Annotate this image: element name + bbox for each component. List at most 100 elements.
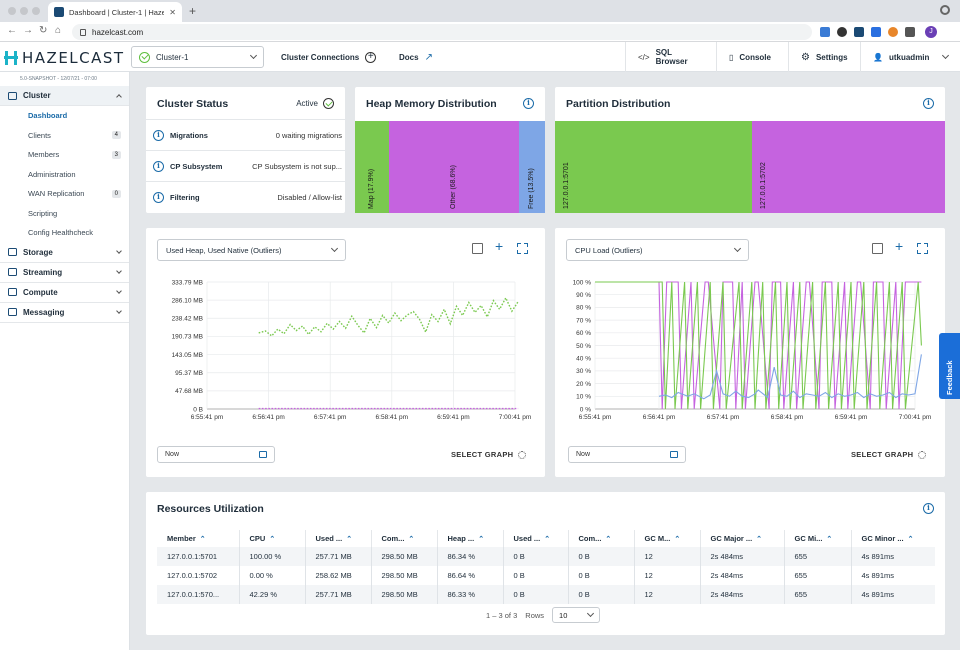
column-header[interactable]: GC Minor ... ⌃: [851, 530, 935, 547]
table-row[interactable]: 127.0.0.1:570... 42.29 % 257.71 MB 298.50 M…: [157, 585, 935, 604]
column-header[interactable]: Com... ⌃: [371, 530, 438, 547]
add-icon[interactable]: +: [495, 238, 504, 254]
graph-metric-select[interactable]: CPU Load (Outliers): [566, 239, 749, 261]
column-header[interactable]: Used ... ⌃: [503, 530, 569, 547]
hazelcast-logo[interactable]: HAZELCAST: [4, 49, 125, 67]
column-header[interactable]: CPU ⌃: [239, 530, 306, 547]
tab-close-icon[interactable]: ✕: [169, 7, 176, 17]
browser-menu-icon[interactable]: [940, 5, 950, 15]
column-header[interactable]: Member ⌃: [157, 530, 240, 547]
home-icon[interactable]: ⌂: [55, 25, 62, 36]
sort-asc-icon: ⌃: [408, 536, 415, 543]
y-tick-label: 238.42 MB: [172, 316, 203, 323]
docs-link[interactable]: Docs ↗: [399, 42, 433, 72]
column-header-label: Com...: [381, 534, 405, 543]
select-graph-button[interactable]: SELECT GRAPH: [851, 450, 927, 459]
table-row[interactable]: 127.0.0.1:5702 0.00 % 258.62 MB 298.50 MB 86…: [157, 566, 935, 585]
heap-memory-card: Heap Memory Distribution i Map (17.9%) Ot…: [355, 87, 545, 213]
settings-button[interactable]: ⚙ Settings: [788, 42, 860, 72]
sidebar-section-cluster[interactable]: Cluster: [0, 86, 129, 106]
edit-icon[interactable]: [872, 243, 883, 254]
extension-icon[interactable]: [854, 27, 864, 37]
sidebar-item-wan-replication[interactable]: WAN Replication 0: [0, 184, 129, 204]
x-tick-label: 6:56:41 pm: [643, 414, 676, 421]
sort-asc-icon: ⌃: [605, 536, 612, 543]
time-picker-input[interactable]: Now: [157, 446, 275, 463]
url-field[interactable]: hazelcast.com: [72, 24, 812, 40]
version-label: 5.0-SNAPSHOT - 12/07/21 - 07:00: [20, 76, 97, 82]
back-icon[interactable]: ←: [7, 25, 17, 36]
column-header[interactable]: GC Major ... ⌃: [700, 530, 785, 547]
table-row[interactable]: 127.0.0.1:5701 100.00 % 257.71 MB 298.50 MB…: [157, 547, 935, 566]
sidebar-item-dashboard[interactable]: Dashboard: [0, 106, 129, 126]
graph-metric-select[interactable]: Used Heap, Used Native (Outliers): [157, 239, 346, 261]
info-icon[interactable]: i: [523, 98, 534, 109]
info-icon[interactable]: i: [153, 160, 164, 172]
fullscreen-icon[interactable]: [517, 243, 528, 254]
cluster-selector[interactable]: Cluster-1: [131, 46, 264, 68]
info-icon[interactable]: i: [153, 129, 164, 141]
x-tick-label: 7:00:41 pm: [499, 414, 532, 421]
column-header[interactable]: Heap ... ⌃: [437, 530, 504, 547]
sidebar-section-compute[interactable]: Compute: [0, 283, 129, 303]
sidebar-item-members[interactable]: Members 3: [0, 145, 129, 165]
chevron-down-icon: [116, 288, 122, 294]
window-minimize-dot[interactable]: [20, 7, 28, 15]
info-icon[interactable]: i: [923, 503, 934, 514]
sidebar-section-label: Compute: [23, 287, 58, 297]
compute-icon: [8, 288, 17, 296]
profile-avatar[interactable]: J: [925, 26, 937, 38]
add-icon[interactable]: +: [895, 238, 904, 254]
y-tick-label: 333.79 MB: [172, 279, 203, 286]
column-header-label: Used ...: [513, 534, 541, 543]
sidebar-section-storage[interactable]: Storage: [0, 243, 129, 263]
column-header[interactable]: Used ... ⌃: [305, 530, 372, 547]
feedback-button[interactable]: Feedback: [939, 333, 960, 399]
table-cell: 298.50 MB: [371, 566, 438, 585]
cluster-connections-link[interactable]: Cluster Connections +: [281, 42, 377, 72]
user-menu[interactable]: 👤 utkuadmin: [860, 42, 960, 72]
window-close-dot[interactable]: [8, 7, 16, 15]
sidebar-item-config-healthcheck[interactable]: Config Healthcheck: [0, 223, 129, 243]
edit-icon[interactable]: [472, 243, 483, 254]
puzzle-icon[interactable]: [905, 27, 915, 37]
fullscreen-icon[interactable]: [917, 243, 928, 254]
reload-icon[interactable]: ↻: [39, 25, 48, 36]
chevron-down-icon: [941, 51, 950, 60]
time-picker-input[interactable]: Now: [568, 446, 686, 463]
extension-icon[interactable]: [871, 27, 881, 37]
sql-browser-button[interactable]: </> SQL Browser: [625, 42, 716, 72]
segment-label: Map (17.9%): [368, 168, 375, 209]
column-header[interactable]: GC M... ⌃: [634, 530, 701, 547]
calendar-icon: [670, 451, 678, 458]
console-button[interactable]: ▯ Console: [716, 42, 788, 72]
sidebar-section-streaming[interactable]: Streaming: [0, 263, 129, 283]
messaging-icon: [8, 308, 17, 316]
column-header[interactable]: Com... ⌃: [568, 530, 635, 547]
calendar-icon: [259, 451, 267, 458]
sidebar-item-administration[interactable]: Administration: [0, 165, 129, 185]
document-icon: ▯: [729, 52, 734, 62]
new-tab-icon[interactable]: +: [189, 4, 197, 18]
select-graph-button[interactable]: SELECT GRAPH: [451, 450, 527, 459]
x-tick-label: 6:59:41 pm: [437, 414, 470, 421]
column-header[interactable]: GC Mi... ⌃: [784, 530, 852, 547]
sidebar-section-messaging[interactable]: Messaging: [0, 303, 129, 323]
browser-tab[interactable]: Dashboard | Cluster-1 | Hazelc ✕: [48, 2, 182, 22]
extension-icon[interactable]: [837, 27, 847, 37]
window-zoom-dot[interactable]: [32, 7, 40, 15]
info-icon[interactable]: i: [923, 98, 934, 109]
segment-label: Free (13.5%): [528, 168, 536, 209]
rows-per-page-select[interactable]: 10: [552, 607, 601, 623]
extension-icon[interactable]: [820, 27, 830, 37]
info-icon[interactable]: i: [153, 191, 164, 203]
forward-icon[interactable]: →: [23, 25, 33, 36]
series-line: [595, 281, 922, 410]
x-tick-label: 6:59:41 pm: [835, 414, 868, 421]
table-cell: 2s 484ms: [700, 547, 785, 566]
sidebar-item-clients[interactable]: Clients 4: [0, 126, 129, 146]
sidebar-item-scripting[interactable]: Scripting: [0, 204, 129, 224]
extension-icon[interactable]: [888, 27, 898, 37]
status-row-filtering: i Filtering Disabled / Allow-list: [146, 181, 345, 212]
sort-asc-icon: ⌃: [826, 536, 833, 543]
